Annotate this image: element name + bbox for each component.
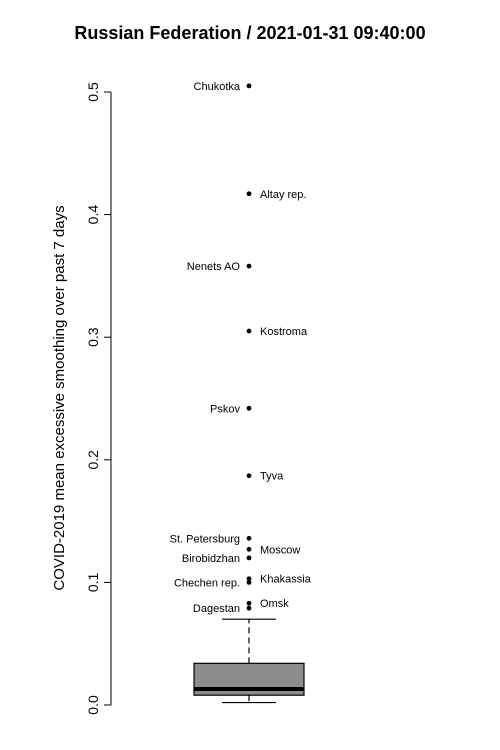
outlier-point bbox=[246, 535, 252, 541]
outlier-label: Dagestan bbox=[193, 603, 240, 615]
outlier-label: Chukotka bbox=[194, 81, 241, 93]
outlier-label: Altay rep. bbox=[260, 189, 306, 201]
outlier-point bbox=[246, 473, 252, 479]
y-tick-label: 0.5 bbox=[85, 82, 101, 102]
outlier-point bbox=[246, 83, 252, 89]
outlier-label: Khakassia bbox=[260, 574, 312, 586]
outlier-label: Tyva bbox=[260, 471, 284, 483]
outlier-point bbox=[246, 576, 252, 582]
y-tick-label: 0.1 bbox=[85, 572, 101, 592]
outlier-label: Pskov bbox=[210, 403, 240, 415]
y-tick-label: 0.2 bbox=[85, 450, 101, 470]
outlier-point bbox=[246, 600, 252, 606]
outlier-label: Kostroma bbox=[260, 326, 308, 338]
y-tick-label: 0.4 bbox=[85, 205, 101, 225]
y-axis-label: COVID-2019 mean excessive smoothing over… bbox=[51, 205, 68, 590]
outlier-point bbox=[246, 405, 252, 411]
outlier-label: Nenets AO bbox=[187, 261, 241, 273]
outlier-point bbox=[246, 605, 252, 611]
outlier-point bbox=[246, 546, 252, 552]
outlier-point bbox=[246, 580, 252, 585]
outlier-point bbox=[246, 555, 252, 561]
outlier-label: Omsk bbox=[260, 598, 289, 610]
y-tick-label: 0.0 bbox=[85, 695, 101, 715]
outlier-label: Chechen rep. bbox=[174, 577, 240, 589]
outlier-label: Birobidzhan bbox=[182, 553, 240, 565]
y-axis-ticks: 0.0 0.1 0.2 0.3 0.4 0.5 bbox=[85, 82, 111, 715]
y-tick-label: 0.3 bbox=[85, 327, 101, 347]
plot-area: Chukotka Altay rep. Nenets AO Kostroma Pskov… bbox=[170, 81, 312, 704]
outlier-point bbox=[246, 328, 252, 334]
outlier-point bbox=[246, 191, 252, 197]
outlier-point bbox=[246, 263, 252, 269]
outlier-label: Moscow bbox=[260, 544, 300, 556]
outlier-label: St. Petersburg bbox=[170, 533, 240, 545]
chart-title: Russian Federation / 2021-01-31 09:40:00 bbox=[74, 23, 425, 43]
